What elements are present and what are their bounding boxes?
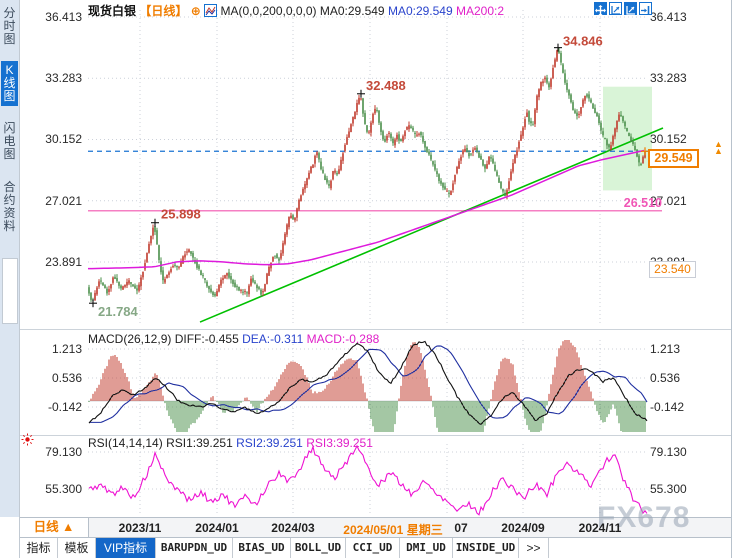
xaxis-tick: 2024/11 [578, 521, 622, 535]
macd-dea: DEA:-0.311 [242, 332, 304, 346]
ma200-value: MA200:2 [456, 4, 505, 18]
ma-summary: MA(0,0,200,0,0,0) [220, 4, 317, 18]
axis-label: 55.300 [650, 482, 687, 497]
macd-legend: MACD(26,12,9) DIFF:-0.455 DEA:-0.311 MAC… [88, 332, 379, 346]
latest-price-marker-icon[interactable]: ▲ ▲ [714, 139, 723, 157]
svg-text:21.784: 21.784 [98, 304, 139, 319]
ma0-value: MA0:29.549 [319, 4, 385, 18]
low-level-label: 23.540 [649, 260, 696, 278]
xaxis-tick: 2023/11 [118, 521, 162, 535]
macd-diff: DIFF:-0.455 [174, 332, 239, 346]
rsi3-value: RSI3:39.251 [306, 436, 373, 450]
rsi2-value: RSI2:39.251 [236, 436, 303, 450]
indicator-settings-icon[interactable] [21, 433, 34, 446]
axis-label: 30.152 [45, 132, 82, 147]
svg-text:32.488: 32.488 [366, 78, 406, 93]
xaxis-tick: 2024/01 [195, 521, 239, 535]
svg-text:34.846: 34.846 [563, 34, 603, 49]
macd-name: MACD(26,12,9) [88, 332, 172, 346]
axis-label: 79.130 [650, 445, 687, 459]
symbol-name: 现货白银 [88, 4, 137, 18]
axis-scale-icon[interactable] [624, 2, 637, 15]
sidebar-tab-闪电图[interactable]: 闪电图 [3, 121, 16, 161]
axis-label: 33.283 [650, 71, 687, 86]
axis-label: 55.300 [45, 482, 82, 497]
axis-label: 79.130 [45, 445, 82, 459]
axis-label: 1.213 [650, 341, 681, 356]
xaxis-tick: 2024/05/01 星期三 [343, 523, 443, 537]
ma0-value-blue: MA0:29.549 [387, 4, 453, 18]
xaxis-tick: 2024/09 [501, 521, 545, 535]
axis-zoom-icon[interactable] [609, 2, 622, 15]
bottom-tab-BIAS_UD[interactable]: BIAS_UD [233, 538, 291, 558]
axis-label: 0.536 [51, 370, 82, 385]
bottom-tab-指标[interactable]: 指标 [20, 538, 58, 558]
sidebar-empty-box [2, 258, 18, 324]
axis-label: 23.891 [45, 254, 82, 269]
axis-label: -0.142 [47, 400, 82, 415]
period-selector[interactable]: 日线 ▲ [20, 518, 89, 537]
sidebar-tab-分时图[interactable]: 分时图 [3, 6, 16, 46]
axis-label: 27.021 [45, 193, 82, 208]
current-price-label: 29.549 [648, 149, 699, 169]
bottom-tab-BARUPDN_UD[interactable]: BARUPDN_UD [156, 538, 233, 558]
xaxis-tick: 07 [454, 521, 468, 535]
add-indicator-icon[interactable]: ⊕ [190, 4, 201, 18]
axis-label: 36.413 [45, 9, 82, 24]
macd-hist: MACD:-0.288 [306, 332, 380, 346]
rsi1-value: RSI1:39.251 [166, 436, 233, 450]
support-level-label: 26.510 [623, 195, 662, 210]
rsi-legend: RSI(14,14,14) RSI1:39.251 RSI2:39.251 RS… [88, 436, 373, 450]
svg-text:25.898: 25.898 [161, 207, 201, 222]
chart-type-icon[interactable] [204, 4, 218, 20]
axis-label: 30.152 [650, 132, 687, 147]
bottom-tab-BOLL_UD[interactable]: BOLL_UD [291, 538, 346, 558]
bottom-tab->>[interactable]: >> [519, 538, 549, 558]
chart-toolbar [594, 2, 652, 16]
sidebar-tab-合约资料[interactable]: 合约资料 [3, 180, 16, 233]
axis-label: 36.413 [650, 9, 687, 24]
period-label: 【日线】 [139, 4, 188, 18]
axis-label: 0.536 [650, 370, 681, 385]
pan-crosshair-icon[interactable] [594, 2, 607, 16]
bottom-tab-CCI_UD[interactable]: CCI_UD [346, 538, 400, 558]
bottom-tab-模板[interactable]: 模板 [58, 538, 96, 558]
axis-label: 33.283 [45, 71, 82, 86]
axis-label: 27.021 [650, 193, 687, 208]
time-axis-bar [20, 517, 731, 538]
panel-divider [20, 435, 731, 436]
corner-cell [0, 517, 20, 558]
panel-divider [20, 329, 731, 330]
rsi-name: RSI(14,14,14) [88, 436, 163, 450]
axis-label: -0.142 [650, 400, 685, 415]
indicator-tab-bar: 指标 模板 VIP指标 BARUPDN_UD BIAS_UD BOLL_UD CCI_UD D… [20, 538, 731, 558]
main-chart-legend: 现货白银 【日线】 ⊕ MA(0,0,200,0,0,0) MA0:29.549… [88, 2, 504, 20]
bottom-tab-INSIDE_UD[interactable]: INSIDE_UD [453, 538, 519, 558]
shift-right-icon[interactable] [639, 2, 652, 15]
bottom-tab-DMI_UD[interactable]: DMI_UD [400, 538, 453, 558]
bottom-tab-VIP指标[interactable]: VIP指标 [96, 538, 156, 558]
xaxis-tick: 2024/03 [271, 521, 315, 535]
axis-label: 1.213 [51, 341, 82, 356]
